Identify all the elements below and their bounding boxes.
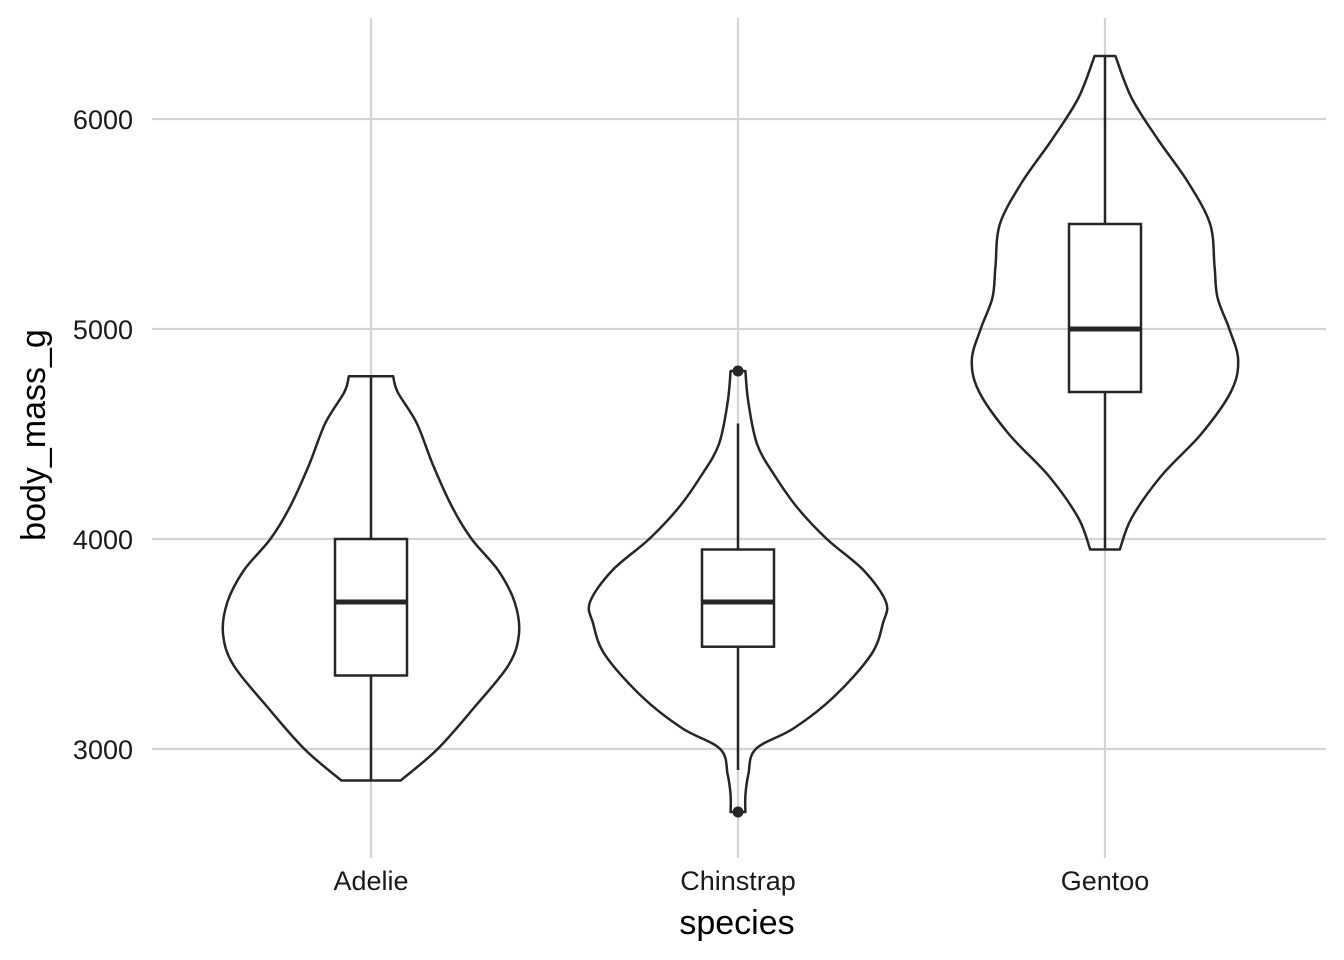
y-tick-label: 6000 — [73, 105, 133, 135]
outlier-point — [732, 806, 744, 818]
y-tick-label: 3000 — [73, 735, 133, 765]
violin-gentoo — [970, 54, 1240, 551]
violin-outline — [587, 369, 889, 814]
violin-outline — [970, 54, 1240, 551]
iqr-box — [333, 537, 409, 677]
y-tick-label: 5000 — [73, 315, 133, 345]
x-tick-label: Gentoo — [1061, 866, 1150, 896]
violin-outline — [221, 375, 521, 782]
violin-chinstrap — [587, 365, 889, 818]
y-tick-label: 4000 — [73, 525, 133, 555]
outlier-point — [732, 365, 744, 377]
x-axis-title: species — [679, 904, 794, 942]
iqr-box — [1067, 222, 1143, 394]
violins — [221, 54, 1240, 818]
x-tick-labels: Adelie Chinstrap Gentoo — [333, 866, 1149, 896]
y-tick-labels: 3000 4000 5000 6000 — [73, 105, 133, 765]
violin-adelie — [221, 375, 521, 782]
x-tick-label: Adelie — [333, 866, 408, 896]
y-axis-title: body_mass_g — [15, 329, 53, 541]
iqr-box — [700, 548, 776, 648]
x-tick-label: Chinstrap — [680, 866, 796, 896]
